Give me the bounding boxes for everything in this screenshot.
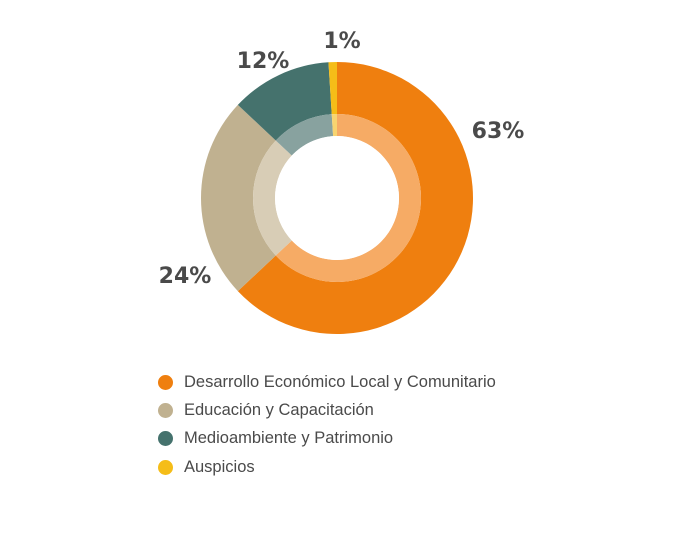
legend-item-1: Desarrollo Económico Local y Comunitario xyxy=(158,368,496,396)
slice-2-inner xyxy=(252,140,292,256)
donut-slices xyxy=(200,62,473,334)
slice-2 xyxy=(200,104,276,292)
legend-label-4: Auspicios xyxy=(184,457,255,476)
legend: Desarrollo Económico Local y Comunitario… xyxy=(158,368,496,481)
slice-3 xyxy=(237,62,332,141)
slice-1 xyxy=(237,62,473,334)
slice-3-value-label: 12% xyxy=(237,49,290,74)
legend-label-3: Medioambiente y Patrimonio xyxy=(184,429,394,448)
legend-item-2: Educación y Capacitación xyxy=(158,396,496,424)
slice-4-inner xyxy=(331,114,337,137)
legend-dot-3 xyxy=(158,431,173,447)
legend-dot-1 xyxy=(158,374,173,390)
legend-dot-4 xyxy=(158,459,173,475)
slice-2-value-label: 24% xyxy=(159,264,212,289)
legend-item-3: Medioambiente y Patrimonio xyxy=(158,425,496,453)
legend-item-4: Auspicios xyxy=(158,453,496,481)
donut-hole xyxy=(275,136,399,260)
legend-label-2: Educación y Capacitación xyxy=(184,400,374,419)
slice-4-value-label: 1% xyxy=(323,29,360,54)
legend-label-1: Desarrollo Económico Local y Comunitario xyxy=(184,372,496,391)
slice-4 xyxy=(328,62,337,115)
slice-3-inner xyxy=(275,114,334,156)
slice-1-inner xyxy=(275,114,421,282)
slice-1-value-label: 63% xyxy=(472,119,525,144)
legend-dot-2 xyxy=(158,402,173,418)
donut-inner-ring xyxy=(252,114,421,282)
slice-labels: 63% 24% 12% 1% xyxy=(159,29,525,289)
